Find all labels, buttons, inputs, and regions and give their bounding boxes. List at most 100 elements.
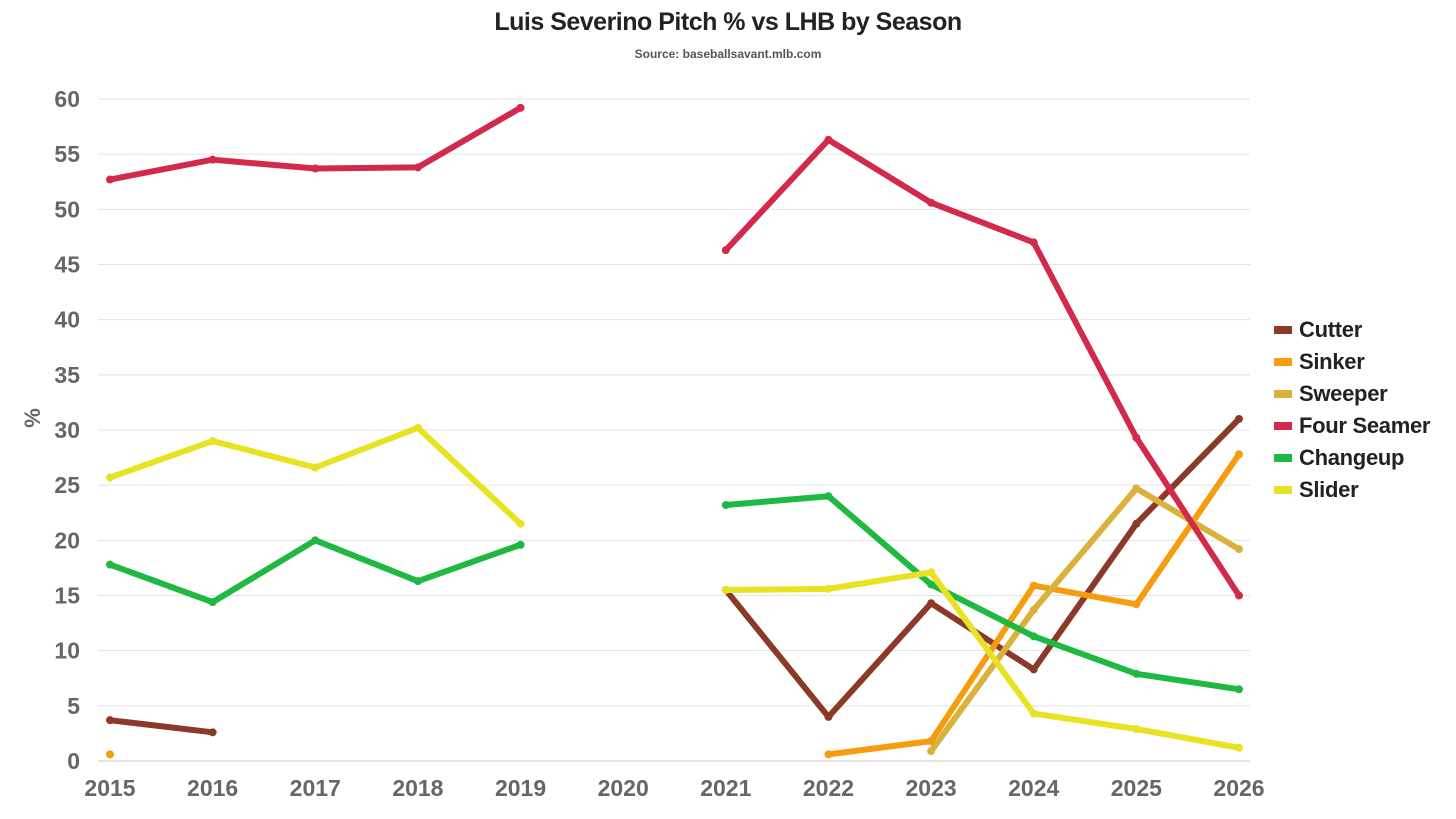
series-four-seamer — [106, 103, 1243, 600]
data-point — [927, 747, 936, 756]
data-point — [1235, 743, 1243, 752]
data-point — [1132, 600, 1141, 609]
chart-title: Luis Severino Pitch % vs LHB by Season — [494, 8, 962, 36]
data-point — [824, 492, 833, 501]
legend-swatch — [1274, 390, 1292, 398]
data-point — [1132, 484, 1141, 493]
series-line — [722, 569, 1242, 751]
data-point — [1132, 725, 1141, 734]
legend-label: Slider — [1299, 477, 1359, 502]
data-point — [721, 246, 730, 255]
legend-item[interactable]: Sweeper — [1274, 378, 1430, 410]
data-point — [721, 501, 730, 510]
x-tick-label: 2019 — [495, 775, 546, 801]
data-point — [208, 728, 217, 737]
data-point — [927, 198, 936, 207]
series-line — [107, 537, 524, 606]
y-tick-label: 5 — [67, 693, 80, 719]
data-point — [311, 463, 320, 472]
x-axis-ticks: 2015 2016 2017 2018 2019 2020 2021 2022 2023 2024… — [84, 775, 1264, 801]
legend-item[interactable]: Sinker — [1274, 346, 1430, 378]
data-point — [1132, 519, 1141, 528]
legend-item[interactable]: Slider — [1274, 474, 1430, 506]
data-point — [1132, 433, 1141, 442]
data-point — [824, 584, 833, 593]
y-tick-label: 60 — [54, 86, 80, 112]
legend-swatch — [1274, 326, 1292, 334]
data-point — [1235, 545, 1243, 554]
data-point — [106, 560, 114, 569]
legend: Cutter Sinker Sweeper Four Seamer Changeup Sl… — [1274, 314, 1431, 506]
y-tick-label: 10 — [54, 638, 80, 664]
legend-label: Four Seamer — [1299, 413, 1431, 438]
data-point — [824, 750, 833, 759]
y-tick-label: 40 — [54, 307, 80, 333]
x-tick-label: 2020 — [598, 775, 649, 801]
y-tick-label: 50 — [54, 196, 80, 222]
x-tick-label: 2025 — [1111, 775, 1162, 801]
x-tick-label: 2022 — [803, 775, 854, 801]
data-point — [927, 599, 936, 608]
data-point — [208, 437, 217, 446]
data-point — [1029, 632, 1038, 641]
data-point — [413, 577, 422, 586]
gridlines — [98, 98, 1250, 762]
x-tick-label: 2015 — [84, 775, 135, 801]
x-tick-label: 2021 — [700, 775, 751, 801]
data-point — [516, 519, 525, 528]
series-line — [722, 493, 1242, 693]
series-changeup — [106, 492, 1243, 694]
legend-label: Cutter — [1299, 317, 1362, 342]
data-point — [1132, 669, 1141, 678]
y-tick-label: 20 — [54, 527, 80, 553]
series-line — [722, 415, 1242, 720]
data-point — [413, 163, 422, 172]
legend-label: Sweeper — [1299, 381, 1388, 406]
y-tick-label: 0 — [67, 748, 80, 774]
data-point — [927, 568, 936, 577]
data-point — [311, 536, 320, 545]
data-point — [1029, 665, 1038, 674]
data-point — [1029, 605, 1038, 614]
series-line — [107, 424, 524, 527]
x-tick-label: 2016 — [187, 775, 238, 801]
series-line — [107, 717, 216, 736]
x-tick-label: 2026 — [1213, 775, 1264, 801]
data-point — [413, 423, 422, 432]
data-point — [208, 155, 217, 164]
data-point — [106, 716, 114, 725]
data-point — [106, 175, 114, 184]
legend-swatch — [1274, 486, 1292, 494]
data-point — [1029, 709, 1038, 718]
data-point — [824, 135, 833, 144]
data-point — [208, 598, 217, 607]
data-point — [1029, 581, 1038, 590]
y-axis-ticks: 0 5 10 15 20 25 30 35 40 45 50 55 60 — [54, 86, 80, 774]
data-point — [1235, 685, 1243, 694]
series-line — [722, 136, 1242, 599]
y-tick-label: 55 — [54, 141, 80, 167]
legend-label: Sinker — [1299, 349, 1365, 374]
y-tick-label: 35 — [54, 362, 80, 388]
data-point — [1235, 591, 1243, 600]
legend-item[interactable]: Cutter — [1274, 314, 1430, 346]
data-point — [516, 540, 525, 549]
series-lines — [106, 103, 1243, 759]
series-cutter — [106, 414, 1243, 737]
legend-item[interactable]: Changeup — [1274, 442, 1430, 474]
y-tick-label: 45 — [54, 252, 80, 278]
y-tick-label: 15 — [54, 583, 80, 609]
x-tick-label: 2023 — [906, 775, 957, 801]
data-point — [824, 712, 833, 721]
data-point — [927, 580, 936, 589]
chart-subtitle: Source: baseballsavant.mlb.com — [634, 47, 822, 61]
legend-swatch — [1274, 454, 1292, 462]
y-axis-label: % — [20, 408, 45, 428]
data-point — [106, 750, 114, 759]
x-tick-label: 2017 — [290, 775, 341, 801]
legend-label: Changeup — [1299, 445, 1405, 470]
legend-item[interactable]: Four Seamer — [1274, 410, 1431, 442]
data-point — [927, 737, 936, 746]
data-point — [1235, 450, 1243, 459]
